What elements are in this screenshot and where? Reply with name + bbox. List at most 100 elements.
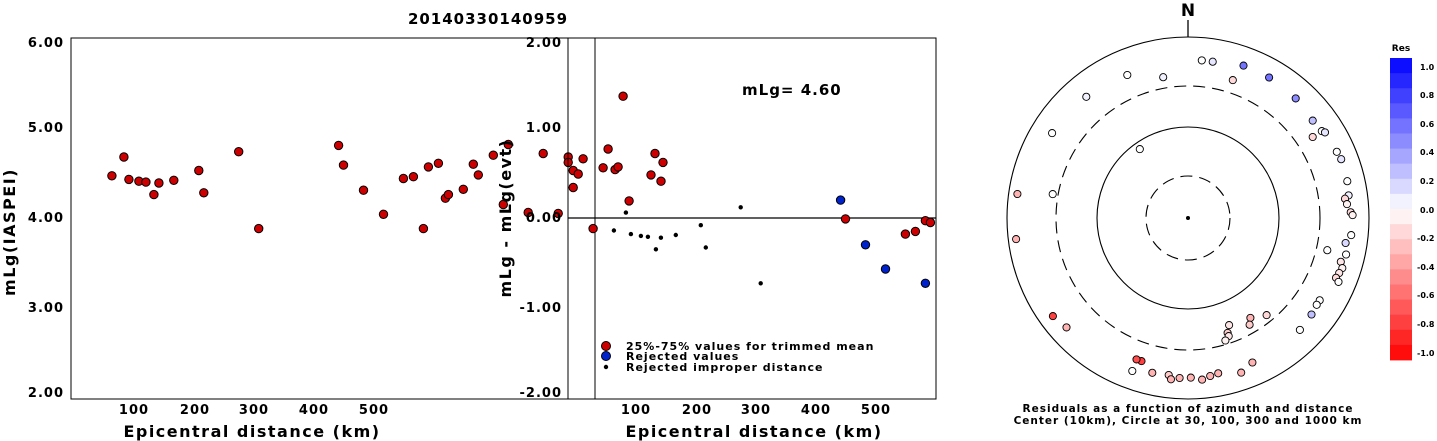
left-xtick-label: 300	[239, 403, 269, 418]
magnitude-annotation: mLg= 4.60	[742, 81, 842, 99]
left-xtick-label: 100	[119, 403, 149, 418]
left-y-ticks: 2.00 3.00 4.00 5.00 6.00	[28, 36, 64, 401]
polar-station-point	[1323, 246, 1332, 255]
left-data-point	[398, 173, 409, 184]
middle-panel: -2.00 -1.00 0.00 1.00 2.00 100 200 300 4…	[496, 36, 937, 441]
middle-trimmed-point	[900, 229, 911, 239]
legend: 25%-75% values for trimmed mean Rejected…	[601, 340, 874, 374]
middle-rejected-point	[860, 240, 871, 250]
north-label: N	[1181, 1, 1195, 21]
colorbar-title: Res	[1392, 44, 1410, 54]
middle-ytick-label: 0.00	[526, 211, 562, 226]
left-data-point	[618, 91, 628, 101]
colorbar: Res 1.0 0.8 0.6 0.4 0.2 0.0 -0.2 -0.4 -0…	[1390, 44, 1435, 361]
colorbar-swatch	[1390, 329, 1412, 346]
polar-station-point	[1332, 147, 1341, 156]
left-data-point	[488, 150, 498, 160]
left-data-point	[149, 189, 159, 200]
polar-station-point	[1341, 238, 1350, 248]
legend-marker-trimmed	[601, 341, 611, 351]
polar-station-point	[1013, 189, 1022, 199]
polar-station-point	[1206, 371, 1215, 381]
middle-ytick-label: -1.00	[520, 301, 562, 316]
polar-station-point	[1062, 323, 1071, 332]
polar-station-point	[1159, 73, 1168, 82]
colorbar-swatch	[1390, 239, 1412, 255]
left-ytick-label: 2.00	[28, 386, 64, 401]
ring-100km	[1096, 126, 1280, 310]
polar-station-point	[1132, 355, 1141, 364]
polar-station-point	[1245, 320, 1254, 329]
polar-station-point	[1265, 73, 1274, 82]
polar-station-point	[1048, 312, 1057, 321]
colorbar-swatch	[1390, 193, 1412, 210]
left-xtick-label: 200	[180, 403, 210, 418]
polar-station-point	[1082, 92, 1091, 101]
middle-trimmed-point	[910, 226, 921, 237]
colorbar-swatch	[1390, 269, 1412, 285]
colorbar-swatch	[1390, 73, 1412, 89]
polar-station-point	[1166, 375, 1176, 384]
colorbar-swatch	[1390, 58, 1412, 74]
polar-station-point	[1148, 368, 1157, 377]
left-ytick-label: 6.00	[28, 36, 64, 51]
polar-station-point	[1337, 155, 1346, 164]
middle-y-ticks: -2.00 -1.00 0.00 1.00 2.00	[520, 36, 562, 401]
left-x-ticks: 100 200 300 400 500	[119, 403, 388, 418]
left-data-point	[433, 158, 444, 169]
ring-1000km	[1006, 36, 1370, 400]
left-points	[107, 91, 668, 234]
left-data-point	[523, 207, 533, 218]
left-ytick-label: 4.00	[28, 211, 64, 226]
colorbar-tick-label: 0.0	[1420, 206, 1435, 215]
middle-ytick-label: 1.00	[526, 121, 562, 136]
polar-station-point	[1175, 373, 1184, 383]
colorbar-swatch	[1390, 284, 1412, 300]
polar-station-point	[1343, 177, 1352, 186]
polar-station-point	[1312, 300, 1321, 309]
polar-station-point	[1308, 116, 1317, 125]
middle-trimmed-point	[925, 217, 936, 228]
polar-station-point	[1221, 336, 1230, 345]
polar-caption-line1: Residuals as a function of azimuth and d…	[1023, 403, 1354, 415]
left-data-point	[473, 170, 483, 180]
left-data-point	[234, 147, 244, 157]
left-data-point	[378, 209, 389, 220]
left-data-point	[553, 208, 563, 219]
left-x-axis-label: Epicentral distance (km)	[123, 422, 380, 441]
left-data-point	[254, 223, 264, 234]
middle-xtick-label: 100	[621, 403, 651, 418]
polar-station-point	[1262, 311, 1271, 320]
middle-trimmed-point	[840, 214, 851, 224]
left-data-point	[538, 148, 548, 159]
colorbar-swatch	[1390, 103, 1412, 119]
middle-improper-point	[658, 235, 664, 240]
polar-panel: N Residuals as a function of azimuth and…	[1006, 1, 1370, 427]
colorbar-tick-label: 0.6	[1420, 120, 1435, 129]
left-data-point	[658, 157, 668, 168]
left-data-point	[423, 162, 434, 172]
left-data-point	[613, 162, 623, 172]
polar-station-point	[1012, 235, 1021, 244]
middle-rejected-point	[880, 264, 891, 274]
left-ytick-label: 5.00	[28, 121, 64, 136]
left-panel: 2.00 3.00 4.00 5.00 6.00 100 200 300 400…	[0, 36, 668, 441]
colorbar-tick-label: -0.2	[1417, 234, 1435, 243]
middle-x-axis-label: Epicentral distance (km)	[625, 422, 882, 441]
left-y-axis-label: mLg(IASPEI)	[0, 168, 19, 296]
polar-station-point	[1225, 321, 1234, 330]
left-data-point	[468, 159, 478, 169]
legend-label-trimmed: 25%-75% values for trimmed mean	[626, 340, 874, 353]
colorbar-swatch	[1390, 299, 1412, 316]
left-data-point	[498, 199, 508, 210]
left-data-point	[443, 189, 454, 200]
left-data-point	[408, 172, 419, 182]
polar-station-point	[1123, 70, 1132, 80]
polar-station-point	[1348, 211, 1357, 220]
middle-improper-point	[698, 223, 703, 228]
polar-points	[1012, 56, 1357, 384]
left-data-point	[603, 144, 613, 154]
middle-x-ticks: 100 200 300 400 500	[621, 403, 890, 418]
polar-station-point	[1308, 132, 1317, 142]
left-data-point	[199, 188, 209, 198]
